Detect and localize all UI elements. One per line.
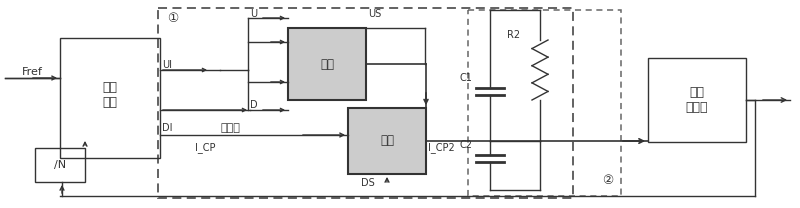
Text: I_CP: I_CP bbox=[195, 142, 215, 154]
Text: C1: C1 bbox=[459, 73, 472, 83]
Text: I_CP2: I_CP2 bbox=[428, 142, 454, 154]
Text: 压控
振荡器: 压控 振荡器 bbox=[686, 86, 708, 114]
Text: D: D bbox=[250, 100, 258, 110]
Text: 鉴频
鉴相: 鉴频 鉴相 bbox=[102, 81, 118, 109]
Bar bbox=[348, 108, 426, 174]
Text: C2: C2 bbox=[459, 140, 472, 150]
Text: Fref: Fref bbox=[22, 67, 43, 77]
Bar bbox=[288, 28, 366, 100]
Text: U: U bbox=[250, 9, 257, 19]
Text: /N: /N bbox=[54, 160, 66, 170]
Text: 电荷泵: 电荷泵 bbox=[220, 123, 240, 133]
Text: DI: DI bbox=[162, 123, 173, 133]
Bar bbox=[468, 10, 621, 196]
Text: DS: DS bbox=[361, 178, 375, 188]
Text: 控制: 控制 bbox=[320, 57, 334, 71]
Bar bbox=[158, 8, 573, 198]
Text: ①: ① bbox=[167, 11, 178, 25]
Text: ②: ② bbox=[602, 173, 614, 187]
Text: UI: UI bbox=[162, 60, 172, 70]
Bar bbox=[648, 58, 746, 142]
Text: R2: R2 bbox=[507, 30, 520, 40]
Bar bbox=[60, 38, 160, 158]
Text: 选择: 选择 bbox=[380, 135, 394, 147]
Text: US: US bbox=[368, 9, 382, 19]
Bar bbox=[35, 148, 85, 182]
